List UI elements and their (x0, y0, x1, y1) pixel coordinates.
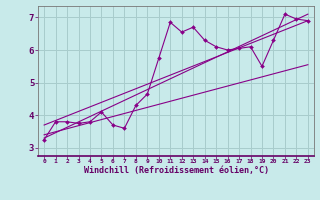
X-axis label: Windchill (Refroidissement éolien,°C): Windchill (Refroidissement éolien,°C) (84, 166, 268, 175)
